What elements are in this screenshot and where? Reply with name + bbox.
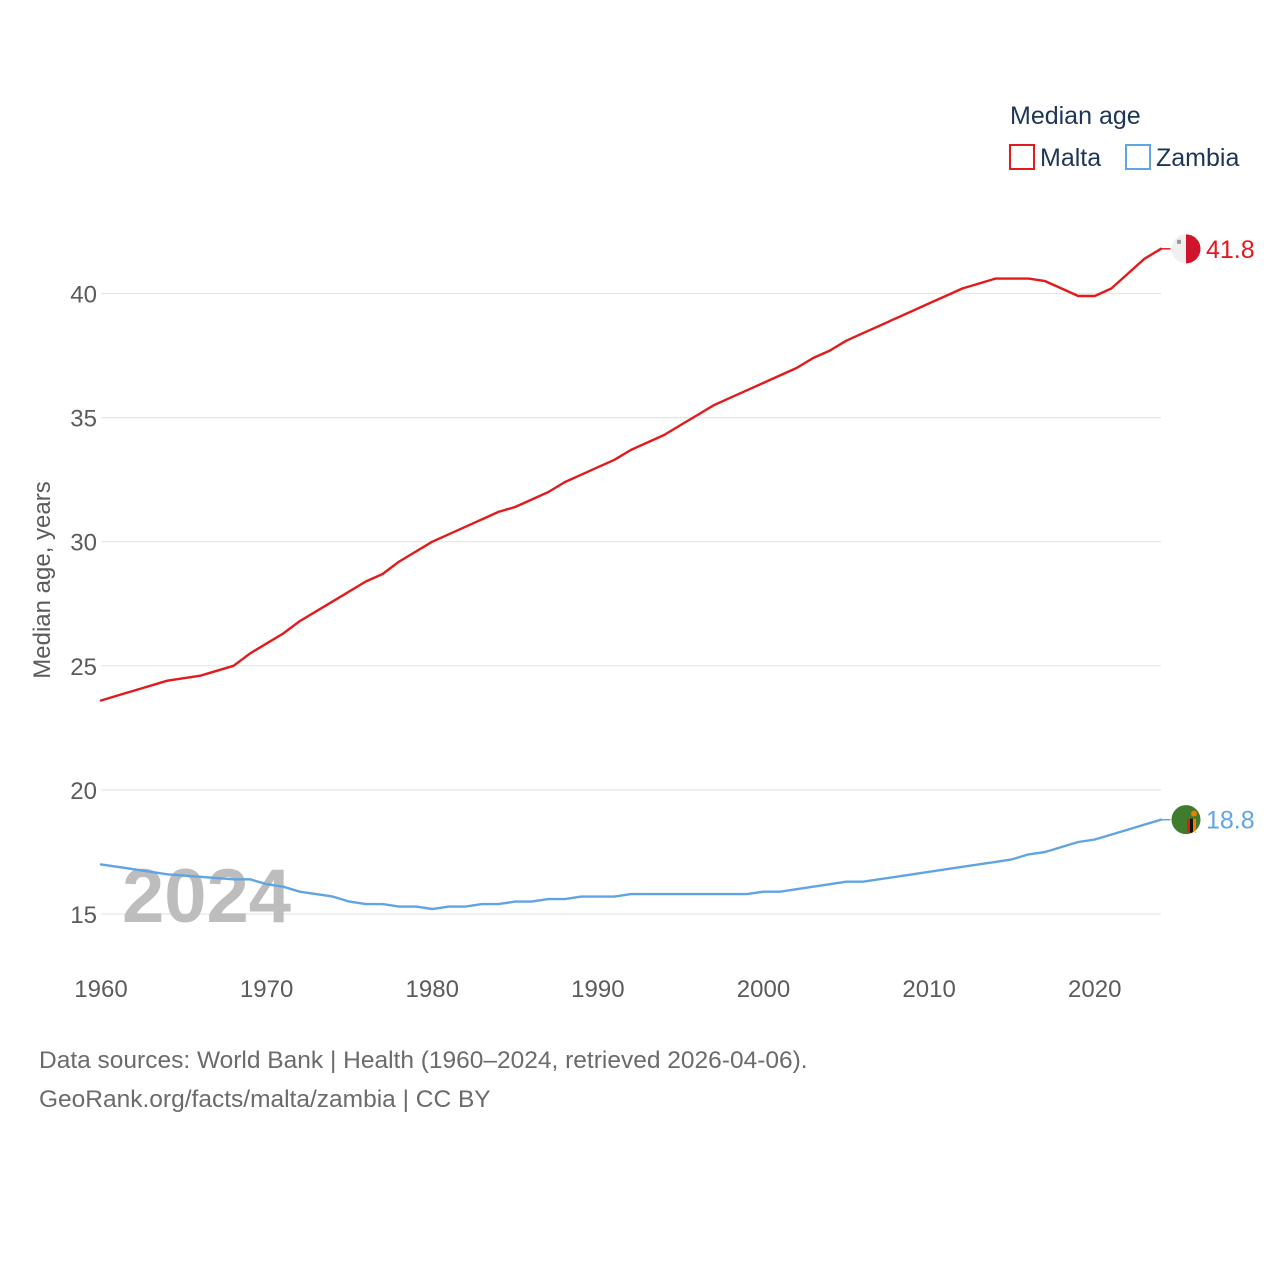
legend: Median age Malta Zambia xyxy=(1009,102,1239,172)
x-tick-label: 1990 xyxy=(571,976,624,1003)
legend-label-zambia[interactable]: Zambia xyxy=(1156,144,1239,172)
footer-sources: Data sources: World Bank | Health (1960–… xyxy=(39,1047,808,1074)
legend-swatch-malta[interactable] xyxy=(1009,144,1035,170)
x-tick-label: 2000 xyxy=(737,976,790,1003)
legend-title: Median age xyxy=(1010,102,1141,130)
end-value-label-zambia: 18.8 xyxy=(1206,807,1255,835)
y-tick-label: 30 xyxy=(70,530,97,557)
legend-label-malta[interactable]: Malta xyxy=(1040,144,1101,172)
x-axis-ticks: 1960 1970 1980 1990 2000 2010 2020 xyxy=(74,976,1121,1003)
end-labels: 41.8 18.8 xyxy=(1161,233,1255,836)
y-tick-label: 25 xyxy=(70,654,97,681)
footer-attribution: GeoRank.org/facts/malta/zambia | CC BY xyxy=(39,1086,491,1113)
x-tick-label: 2010 xyxy=(902,976,955,1003)
year-watermark: 2024 xyxy=(122,854,291,939)
series-line-zambia[interactable] xyxy=(99,818,1163,911)
end-value-label-malta: 41.8 xyxy=(1206,236,1255,264)
y-tick-label: 15 xyxy=(70,902,97,929)
y-tick-label: 20 xyxy=(70,778,97,805)
x-tick-label: 1960 xyxy=(74,976,127,1003)
x-tick-label: 2020 xyxy=(1068,976,1121,1003)
legend-swatch-zambia[interactable] xyxy=(1125,144,1151,170)
series-lines xyxy=(99,247,1163,911)
line-chart: 15 20 25 30 35 40 1960 1970 1980 1990 2000 2010 202… xyxy=(29,102,1255,1003)
x-tick-label: 1970 xyxy=(240,976,293,1003)
gridlines xyxy=(101,292,1161,915)
y-axis-ticks: 15 20 25 30 35 40 xyxy=(70,282,97,930)
y-axis-label: Median age, years xyxy=(29,481,56,678)
y-tick-label: 40 xyxy=(70,282,97,309)
zambia-flag-icon xyxy=(1170,804,1202,836)
y-tick-label: 35 xyxy=(70,406,97,433)
series-line-malta[interactable] xyxy=(99,247,1163,702)
x-tick-label: 1980 xyxy=(406,976,459,1003)
malta-flag-icon xyxy=(1170,233,1202,265)
